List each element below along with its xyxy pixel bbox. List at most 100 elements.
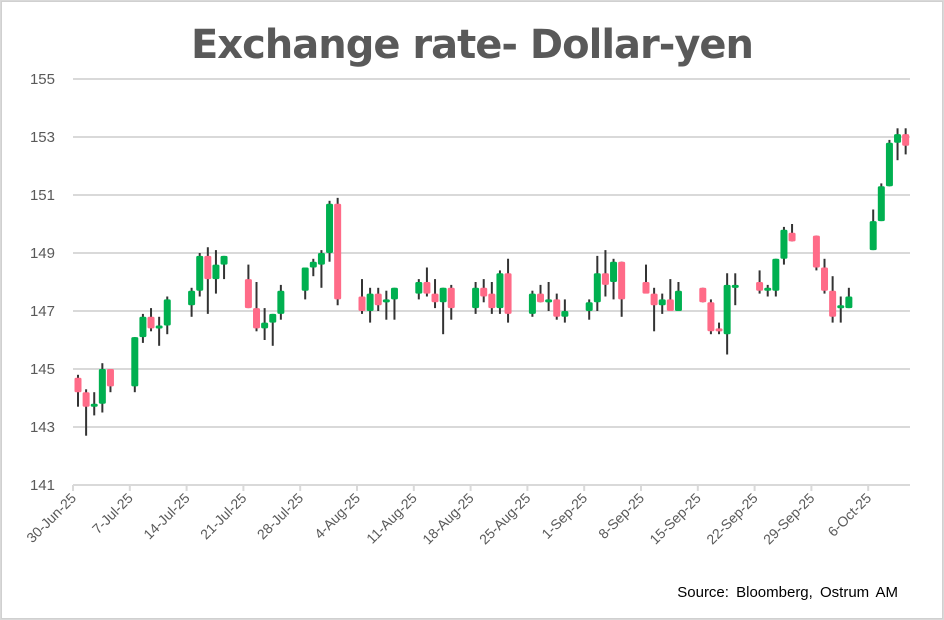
candle <box>553 293 561 320</box>
candle <box>593 255 601 311</box>
candle <box>147 308 155 332</box>
y-tick-label: 151 <box>30 187 55 204</box>
x-tick-label: 1-Sep-25 <box>538 490 590 542</box>
candle <box>764 284 772 297</box>
x-tick-label: 25-Aug-25 <box>476 490 534 548</box>
chart-title: Exchange rate- Dollar-yen <box>190 22 754 68</box>
source-note: Source: Bloomberg, Ostrum AM <box>677 584 898 601</box>
candle <box>366 287 374 323</box>
gridlines <box>73 78 910 486</box>
candle <box>277 284 285 320</box>
x-tick-label: 15-Sep-25 <box>646 490 704 548</box>
y-axis: 141 143 145 147 149 151 153 155 <box>30 71 55 494</box>
candle <box>439 287 447 335</box>
candle <box>163 296 171 335</box>
candle <box>309 258 317 277</box>
candle <box>139 313 147 343</box>
candle <box>601 250 609 297</box>
candle <box>326 200 334 262</box>
candle <box>472 282 480 314</box>
x-tick-label: 4-Aug-25 <box>311 490 363 542</box>
candle <box>334 197 342 306</box>
candle <box>885 139 893 187</box>
candle <box>480 279 488 303</box>
candle <box>829 276 837 323</box>
candle <box>358 279 366 314</box>
candle <box>269 313 277 346</box>
candle <box>658 293 666 314</box>
x-tick-label: 30-Jun-25 <box>23 490 79 546</box>
x-tick-label: 22-Sep-25 <box>703 490 761 548</box>
x-tick-label: 11-Aug-25 <box>363 490 420 547</box>
candle <box>772 258 780 297</box>
candle <box>780 226 788 265</box>
candle <box>374 287 382 311</box>
candle <box>869 209 877 251</box>
candle <box>650 287 658 332</box>
candle <box>756 270 764 294</box>
candle <box>812 235 820 271</box>
candle <box>106 369 114 393</box>
candle <box>642 264 650 294</box>
x-tick-label: 6-Oct-25 <box>824 490 874 540</box>
candle <box>415 279 423 300</box>
candle <box>188 287 196 317</box>
candle <box>488 282 496 314</box>
candle <box>423 267 431 297</box>
candle <box>82 389 90 436</box>
candle <box>821 258 829 294</box>
candle <box>390 287 398 320</box>
candle <box>731 273 739 306</box>
x-tick-label: 21-Jul-25 <box>197 490 250 543</box>
candle <box>528 290 536 317</box>
candle <box>545 282 553 311</box>
candle <box>707 299 715 335</box>
x-tick-label: 28-Jul-25 <box>254 490 307 543</box>
candle <box>447 284 455 320</box>
candle <box>877 183 885 222</box>
candles <box>74 128 910 436</box>
candle <box>90 392 98 416</box>
candle <box>155 316 163 346</box>
candle <box>204 247 212 314</box>
candle <box>723 273 731 355</box>
y-tick-label: 145 <box>30 361 55 378</box>
candle <box>845 287 853 309</box>
candle <box>537 284 545 303</box>
candle <box>837 296 845 323</box>
x-tick-label: 18-Aug-25 <box>419 490 477 548</box>
y-tick-label: 147 <box>30 303 55 320</box>
candle <box>220 255 228 280</box>
x-tick-label: 8-Sep-25 <box>595 490 647 542</box>
candle <box>699 287 707 303</box>
candle <box>610 258 618 300</box>
candle <box>301 267 309 300</box>
x-tick-label: 14-Jul-25 <box>140 490 193 543</box>
x-tick-label: 29-Sep-25 <box>760 490 818 548</box>
y-tick-label: 149 <box>30 245 55 262</box>
candle <box>788 224 796 242</box>
candle <box>902 128 910 155</box>
candle <box>244 264 252 309</box>
candle <box>74 374 82 407</box>
candle <box>666 279 674 311</box>
candle <box>674 282 682 311</box>
candle <box>131 337 139 393</box>
candle <box>561 299 569 323</box>
x-tick-label: 7-Jul-25 <box>89 490 136 537</box>
y-tick-label: 141 <box>30 477 55 494</box>
candle <box>618 261 626 317</box>
candle <box>196 253 204 297</box>
candle <box>585 299 593 320</box>
candle <box>431 279 439 309</box>
candle <box>715 322 723 335</box>
candle <box>317 250 325 288</box>
candle <box>261 308 269 340</box>
y-tick-label: 143 <box>30 419 55 436</box>
y-tick-label: 153 <box>30 129 55 146</box>
y-tick-label: 155 <box>30 71 55 88</box>
candle <box>212 250 220 294</box>
candle <box>504 258 512 323</box>
candle <box>496 270 504 314</box>
